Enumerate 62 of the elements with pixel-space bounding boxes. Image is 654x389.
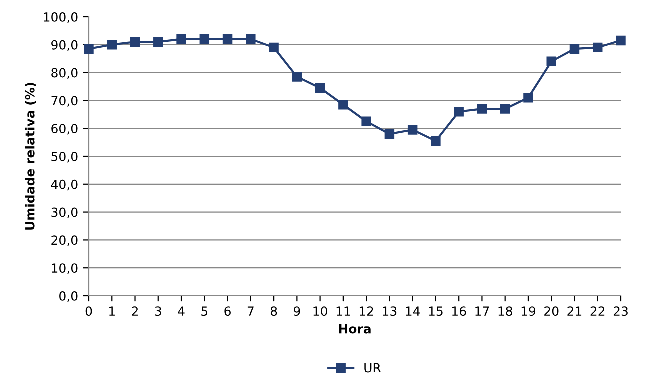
point	[84, 44, 94, 54]
y-tick-label: 10,0	[52, 264, 78, 274]
point	[338, 100, 348, 110]
x-tick-label: 0	[86, 306, 92, 316]
x-tick-label: 7	[248, 306, 254, 316]
x-tick-label: 12	[360, 306, 374, 316]
x-axis-title: Hora	[339, 324, 371, 334]
x-tick-label: 17	[476, 306, 490, 316]
point	[616, 36, 626, 46]
x-tick-label: 3	[155, 306, 162, 316]
point	[130, 37, 140, 47]
point	[524, 93, 534, 103]
point	[546, 56, 556, 66]
point	[454, 107, 464, 117]
x-tick-label: 11	[336, 306, 350, 316]
y-tick-label: 90,0	[52, 40, 78, 52]
y-tick-label: 100,0	[44, 12, 78, 24]
point	[500, 104, 510, 114]
x-tick-label: 4	[178, 306, 185, 316]
y-tick-label: 30,0	[52, 208, 78, 218]
x-tick-label: 20	[544, 306, 559, 316]
point	[384, 129, 395, 140]
point	[292, 72, 302, 82]
x-tick-label: 14	[406, 306, 420, 316]
x-tick-label: 13	[383, 306, 397, 316]
x-tick-label: 10	[314, 306, 328, 316]
point	[408, 125, 418, 135]
x-tick-label: 18	[498, 306, 512, 316]
legend-label: UR	[364, 363, 382, 373]
point	[246, 34, 256, 44]
x-tick-label: 2	[132, 306, 138, 316]
y-tick-label: 60,0	[52, 124, 78, 135]
x-tick-label: 1	[110, 306, 115, 316]
x-tick-label: 16	[452, 306, 466, 316]
point	[107, 40, 117, 50]
x-tick-label: 8	[270, 306, 278, 316]
point	[593, 42, 603, 53]
point	[315, 83, 326, 94]
x-tick-label: 21	[568, 306, 582, 316]
point	[431, 136, 441, 146]
point	[269, 42, 279, 53]
point	[154, 37, 164, 47]
y-tick-label: 80,0	[52, 68, 78, 79]
point	[570, 44, 580, 54]
y-tick-label: 40,0	[51, 180, 78, 191]
x-tick-label: 19	[522, 306, 536, 316]
y-tick-label: 20,0	[52, 236, 78, 246]
point	[200, 34, 210, 44]
x-tick-label: 5	[202, 306, 208, 316]
x-tick-label: 9	[294, 306, 300, 316]
x-tick-label: 15	[429, 306, 443, 316]
point	[362, 116, 372, 126]
x-tick-label: 6	[224, 306, 231, 316]
x-tick-label: 22	[590, 306, 605, 316]
y-tick-label: 0,0	[60, 291, 78, 302]
y-axis-title: Umidade relativa (%)	[25, 83, 36, 230]
point	[477, 104, 488, 114]
point	[222, 34, 233, 44]
y-tick-label: 50,0	[52, 152, 78, 163]
point	[176, 34, 186, 44]
y-tick-label: 70,0	[52, 96, 78, 107]
x-tick-label: 23	[614, 306, 628, 316]
